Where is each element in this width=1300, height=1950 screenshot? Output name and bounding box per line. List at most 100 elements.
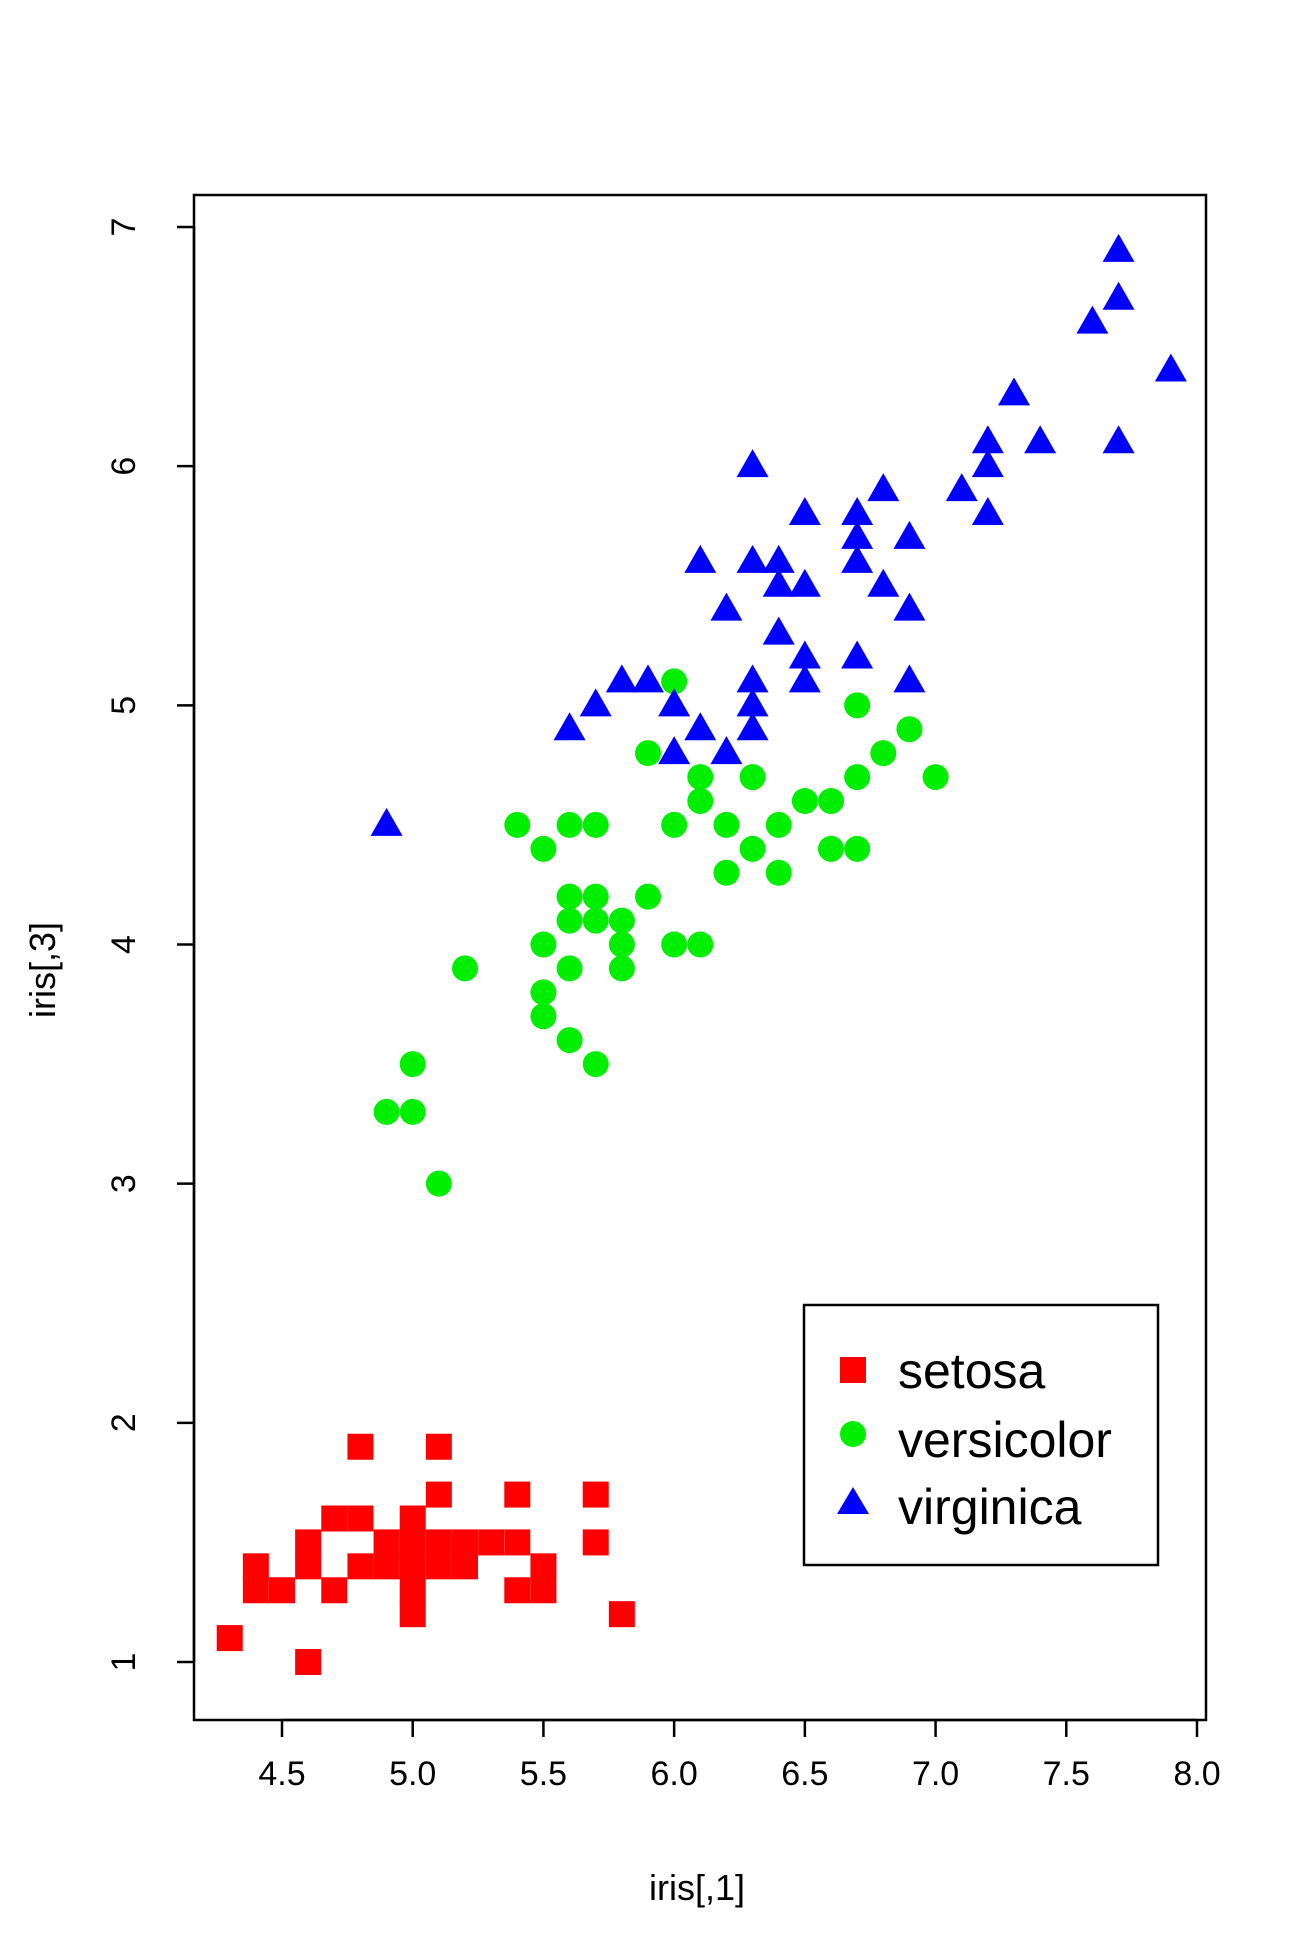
point-setosa bbox=[295, 1529, 322, 1556]
point-setosa bbox=[399, 1601, 426, 1628]
point-virginica bbox=[867, 568, 900, 597]
x-tick-label: 5.0 bbox=[389, 1755, 436, 1793]
point-virginica bbox=[998, 377, 1030, 406]
point-versicolor bbox=[687, 788, 714, 814]
point-setosa bbox=[269, 1577, 295, 1604]
point-versicolor bbox=[608, 955, 635, 982]
point-setosa bbox=[582, 1529, 609, 1556]
point-setosa bbox=[582, 1481, 609, 1508]
point-versicolor bbox=[896, 716, 923, 743]
point-setosa bbox=[425, 1433, 452, 1460]
point-setosa bbox=[242, 1577, 269, 1604]
x-tick-label: 4.5 bbox=[258, 1755, 305, 1793]
y-tick-label: 7 bbox=[105, 218, 143, 237]
point-versicolor bbox=[870, 740, 897, 767]
point-versicolor bbox=[713, 859, 740, 886]
point-virginica bbox=[841, 544, 874, 573]
point-setosa bbox=[216, 1625, 243, 1652]
legend: setosa versicolor virginica bbox=[802, 1303, 1160, 1567]
point-setosa bbox=[399, 1577, 426, 1604]
point-versicolor bbox=[687, 764, 714, 791]
point-setosa bbox=[504, 1481, 531, 1508]
legend-marker-versicolor bbox=[840, 1421, 866, 1447]
point-virginica bbox=[841, 520, 874, 549]
point-virginica bbox=[370, 807, 403, 836]
point-setosa bbox=[242, 1553, 269, 1580]
x-tick-label: 7.0 bbox=[912, 1755, 959, 1793]
point-virginica bbox=[1076, 305, 1109, 334]
point-virginica bbox=[1102, 281, 1135, 310]
point-setosa bbox=[504, 1529, 531, 1556]
point-versicolor bbox=[739, 835, 766, 862]
point-setosa bbox=[399, 1505, 426, 1532]
point-setosa bbox=[504, 1577, 531, 1604]
point-virginica bbox=[736, 688, 769, 717]
point-versicolor bbox=[399, 1051, 426, 1078]
point-versicolor bbox=[425, 1170, 452, 1197]
point-virginica bbox=[893, 592, 926, 621]
y-tick-label: 2 bbox=[105, 1413, 143, 1432]
point-virginica bbox=[710, 592, 743, 621]
point-virginica bbox=[1154, 353, 1187, 382]
point-setosa bbox=[347, 1433, 374, 1460]
point-versicolor bbox=[844, 764, 871, 791]
point-versicolor bbox=[765, 859, 792, 886]
point-versicolor bbox=[556, 907, 583, 934]
point-versicolor bbox=[661, 811, 688, 838]
point-versicolor bbox=[765, 811, 792, 838]
point-versicolor bbox=[556, 1027, 583, 1054]
point-setosa bbox=[452, 1529, 478, 1556]
point-versicolor bbox=[608, 907, 635, 934]
point-versicolor bbox=[556, 883, 583, 910]
point-setosa bbox=[321, 1577, 348, 1604]
legend-marker-virginica bbox=[837, 1487, 869, 1514]
data-points bbox=[216, 233, 1187, 1675]
point-virginica bbox=[684, 712, 717, 741]
point-versicolor bbox=[844, 692, 871, 719]
point-virginica bbox=[867, 473, 900, 502]
point-versicolor bbox=[556, 955, 583, 982]
point-setosa bbox=[530, 1577, 557, 1604]
point-virginica bbox=[893, 664, 926, 693]
y-axis-label: iris[,3] bbox=[22, 922, 63, 1018]
x-tick-label: 7.5 bbox=[1043, 1755, 1090, 1793]
x-tick-label: 6.0 bbox=[651, 1755, 698, 1793]
point-versicolor bbox=[608, 931, 635, 958]
point-setosa bbox=[295, 1649, 322, 1675]
point-virginica bbox=[1102, 425, 1135, 454]
point-virginica bbox=[1024, 425, 1057, 454]
point-virginica bbox=[605, 664, 638, 693]
legend-label-virginica: virginica bbox=[898, 1479, 1082, 1535]
point-versicolor bbox=[373, 1098, 400, 1125]
point-versicolor bbox=[530, 931, 557, 958]
legend-marker-setosa bbox=[840, 1357, 866, 1383]
point-versicolor bbox=[452, 955, 478, 982]
point-virginica bbox=[684, 544, 717, 573]
point-versicolor bbox=[582, 907, 609, 934]
point-setosa bbox=[478, 1529, 505, 1556]
point-virginica bbox=[658, 736, 691, 765]
point-versicolor bbox=[791, 788, 818, 814]
point-setosa bbox=[347, 1505, 374, 1532]
point-virginica bbox=[762, 544, 795, 573]
point-virginica bbox=[788, 640, 821, 669]
point-versicolor bbox=[844, 835, 871, 862]
point-setosa bbox=[452, 1553, 478, 1580]
point-versicolor bbox=[504, 811, 531, 838]
point-versicolor bbox=[687, 931, 714, 958]
point-setosa bbox=[425, 1481, 452, 1508]
axes: 4.5 5.0 5.5 6.0 6.5 7.0 7.5 8.0 1 2 3 4 5 6 7 bbox=[105, 218, 1221, 1793]
point-setosa bbox=[321, 1505, 348, 1532]
point-virginica bbox=[579, 688, 612, 717]
point-setosa bbox=[399, 1529, 426, 1556]
point-virginica bbox=[736, 544, 769, 573]
point-virginica bbox=[788, 664, 821, 693]
point-virginica bbox=[710, 736, 743, 765]
point-virginica bbox=[945, 473, 978, 502]
point-versicolor bbox=[530, 1003, 557, 1030]
point-virginica bbox=[971, 425, 1004, 454]
y-tick-label: 5 bbox=[105, 696, 143, 715]
point-versicolor bbox=[818, 835, 844, 862]
point-virginica bbox=[788, 497, 821, 525]
point-setosa bbox=[373, 1553, 400, 1580]
